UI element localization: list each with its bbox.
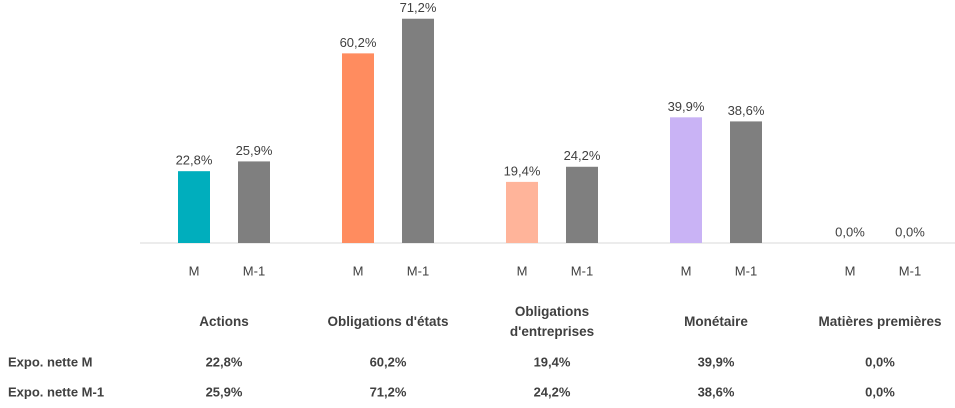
series-label: M xyxy=(189,263,200,278)
data-label: 22,8% xyxy=(176,153,213,168)
table-cell: 0,0% xyxy=(865,384,895,400)
series-label: M-1 xyxy=(407,263,429,278)
series-label: M xyxy=(845,263,856,278)
table-cell: 24,2% xyxy=(533,384,571,400)
bar xyxy=(402,18,434,243)
table-cell: 19,4% xyxy=(533,354,571,370)
category-label: Obligations d'états xyxy=(327,314,449,329)
category-label: Actions xyxy=(199,314,249,329)
table-cell: 22,8% xyxy=(205,354,243,370)
series-label: M-1 xyxy=(571,263,593,278)
table-cell: 38,6% xyxy=(697,384,735,400)
series-label: M xyxy=(517,263,528,278)
table-cell: 39,9% xyxy=(697,354,735,370)
data-label: 71,2% xyxy=(400,0,437,15)
bar xyxy=(342,53,374,244)
category-label: Matières premières xyxy=(818,314,942,329)
series-label: M xyxy=(353,263,364,278)
data-label: 38,6% xyxy=(728,103,765,118)
data-label: 39,9% xyxy=(668,99,705,114)
bar xyxy=(730,121,762,243)
bar xyxy=(670,117,702,243)
table-cell: 25,9% xyxy=(205,384,243,400)
bar xyxy=(506,181,538,243)
table-cell: 71,2% xyxy=(369,384,407,400)
series-label: M-1 xyxy=(899,263,921,278)
series-label: M-1 xyxy=(243,263,265,278)
category-label: Monétaire xyxy=(684,314,748,329)
data-label: 60,2% xyxy=(340,35,377,50)
data-label: 0,0% xyxy=(835,224,865,239)
data-label: 24,2% xyxy=(564,148,601,163)
data-label: 19,4% xyxy=(504,163,541,178)
series-label: M xyxy=(681,263,692,278)
table-cell: 60,2% xyxy=(369,354,407,370)
bar xyxy=(238,161,270,243)
data-label: 0,0% xyxy=(895,224,925,239)
table-row-label: Expo. nette M-1 xyxy=(8,384,105,400)
table-cell: 0,0% xyxy=(865,354,895,370)
bar xyxy=(566,166,598,243)
category-label: Obligations d'entreprises xyxy=(509,304,595,339)
data-label: 25,9% xyxy=(236,143,273,158)
series-label: M-1 xyxy=(735,263,757,278)
table-row-label: Expo. nette M xyxy=(8,354,93,370)
bar xyxy=(178,171,210,243)
